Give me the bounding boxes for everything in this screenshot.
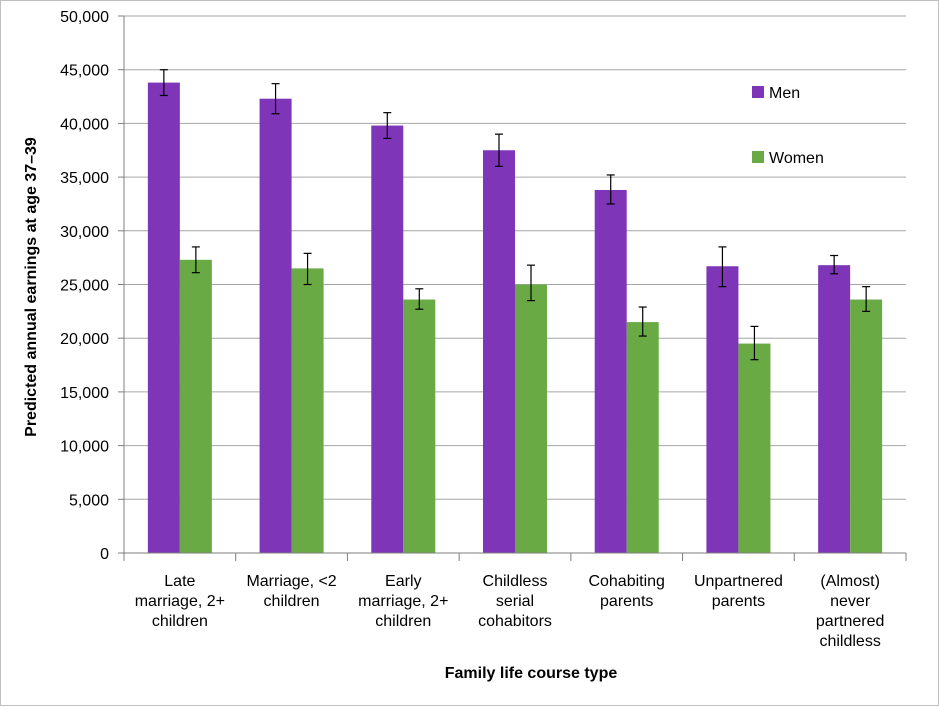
y-tick-label: 30,000 (60, 224, 109, 241)
legend-label-women: Women (769, 150, 824, 167)
x-category-label: Cohabiting parents (588, 573, 665, 610)
legend: Men Women (752, 85, 824, 167)
bar-women (179, 259, 212, 553)
legend-label-men: Men (769, 85, 800, 102)
bar-women (291, 268, 324, 553)
legend-swatch-women (752, 151, 764, 163)
y-tick-label: 40,000 (60, 116, 109, 133)
bar-women (403, 299, 436, 553)
y-tick-label: 15,000 (60, 385, 109, 402)
bar-men (371, 125, 404, 553)
x-category-label: Early marriage, 2+ children (358, 573, 448, 630)
axes (123, 16, 907, 561)
legend-swatch-men (752, 86, 764, 98)
x-category-label: (Almost) never partnered childless (816, 573, 885, 650)
bar-men (147, 82, 180, 553)
bar-men (594, 189, 627, 553)
bar-women (515, 284, 547, 553)
y-tick-label: 50,000 (60, 9, 109, 26)
bar-women (626, 322, 659, 553)
bar-men (483, 150, 515, 553)
y-tick-label: 0 (100, 546, 109, 563)
x-category-label: Unpartnered parents (694, 573, 783, 610)
y-tick-label: 25,000 (60, 278, 109, 295)
x-category-label: Marriage, <2 children (246, 573, 336, 610)
bars (147, 82, 883, 553)
x-axis-title: Family life course type (445, 665, 618, 682)
bar-men (706, 266, 739, 553)
x-category-label: Childless serial cohabitors (478, 573, 552, 630)
bar-women (850, 299, 883, 553)
x-category-label: Late marriage, 2+ children (135, 573, 225, 630)
bar-men (818, 265, 851, 553)
bar-women (738, 343, 771, 553)
y-tick-label: 10,000 (60, 439, 109, 456)
y-tick-labels: 0 5,000 10,000 15,000 20,000 25,000 30,000 35,0… (60, 9, 109, 563)
error-bars (159, 69, 871, 361)
x-category-labels: Late marriage, 2+ children Marriage, <2 chil… (135, 573, 885, 650)
bar-men (259, 98, 292, 553)
y-axis-title: Predicted annual earnings at age 37–39 (23, 137, 40, 437)
y-tick-label: 35,000 (60, 170, 109, 187)
y-tick-label: 20,000 (60, 331, 109, 348)
y-tick-label: 5,000 (69, 492, 109, 509)
y-tick-label: 45,000 (60, 63, 109, 80)
